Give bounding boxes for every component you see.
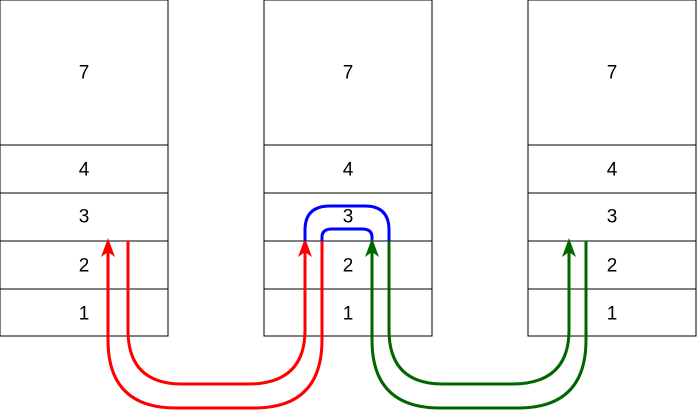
stack-right-cell-4	[527, 144, 697, 194]
green-arrowhead-right	[562, 238, 576, 257]
green-arrow-inner	[387, 241, 571, 386]
stack-right-label-7: 7	[607, 63, 618, 84]
red-arrow-inner	[126, 241, 307, 386]
red-arrowhead-middle	[298, 238, 312, 257]
stack-left: 7 4 3 2 1	[0, 0, 169, 337]
stack-middle-label-1: 1	[343, 304, 354, 325]
red-arrows	[101, 238, 324, 410]
stack-middle-label-2: 2	[343, 256, 354, 277]
stack-left-cell-4	[0, 144, 169, 194]
stack-left-label-4: 4	[79, 160, 90, 181]
blue-arc-inner	[320, 227, 374, 241]
stack-middle-label-3: 3	[343, 207, 354, 228]
stack-middle-cell-4	[263, 144, 433, 194]
stack-left-label-3: 3	[79, 207, 90, 228]
stack-left-cell-1	[0, 288, 169, 337]
green-arrow-outer	[370, 241, 588, 410]
blue-arcs	[303, 204, 391, 241]
stack-middle-cell-3	[263, 192, 433, 242]
stack-right: 7 4 3 2 1	[527, 0, 697, 337]
stack-middle: 7 4 3 2 1	[263, 0, 433, 337]
stack-right-cell-2	[527, 240, 697, 290]
stack-left-label-2: 2	[79, 256, 90, 277]
stack-right-cell-1	[527, 288, 697, 337]
stack-right-cell-3	[527, 192, 697, 242]
stack-middle-cell-1	[263, 288, 433, 337]
red-arrow-outer	[106, 241, 324, 410]
stack-right-label-4: 4	[607, 160, 618, 181]
stack-left-cell-2	[0, 240, 169, 290]
green-arrows	[365, 238, 588, 410]
stack-left-label-7: 7	[79, 63, 90, 84]
stack-left-label-1: 1	[79, 304, 90, 325]
stack-left-cell-3	[0, 192, 169, 242]
stack-middle-label-7: 7	[343, 63, 354, 84]
green-arrowhead-middle	[365, 238, 379, 257]
stack-middle-label-4: 4	[343, 160, 354, 181]
stack-right-label-1: 1	[607, 304, 618, 325]
stack-right-label-3: 3	[607, 207, 618, 228]
stack-left-cell-7	[0, 0, 169, 146]
blue-arc-outer	[303, 204, 391, 241]
stack-right-label-2: 2	[607, 256, 618, 277]
red-arrowhead-left	[101, 238, 115, 257]
stack-middle-cell-7	[263, 0, 433, 146]
